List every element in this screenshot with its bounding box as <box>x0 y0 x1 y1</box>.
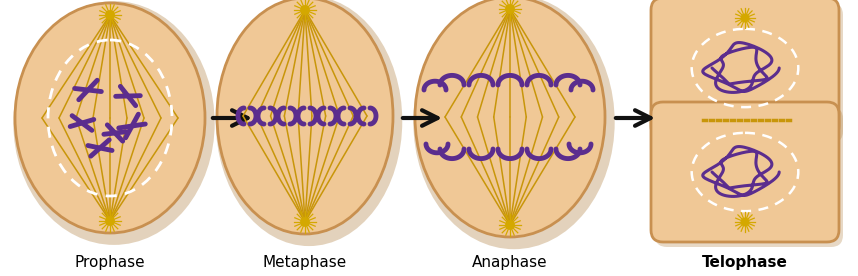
Text: Metaphase: Metaphase <box>263 255 347 270</box>
FancyBboxPatch shape <box>655 3 843 143</box>
FancyBboxPatch shape <box>655 107 843 247</box>
Text: Telophase: Telophase <box>702 255 788 270</box>
Ellipse shape <box>14 1 214 245</box>
Circle shape <box>301 6 309 14</box>
Circle shape <box>506 5 514 13</box>
FancyBboxPatch shape <box>651 102 839 242</box>
Ellipse shape <box>415 0 605 237</box>
Ellipse shape <box>15 3 205 233</box>
Circle shape <box>506 221 514 229</box>
Circle shape <box>741 14 749 22</box>
FancyBboxPatch shape <box>651 0 839 138</box>
Circle shape <box>741 218 749 226</box>
Ellipse shape <box>217 0 393 234</box>
Circle shape <box>106 217 114 225</box>
Text: Prophase: Prophase <box>75 255 145 270</box>
Ellipse shape <box>414 0 614 249</box>
Ellipse shape <box>215 0 402 246</box>
Circle shape <box>106 11 114 19</box>
Circle shape <box>301 218 309 226</box>
Text: Anaphase: Anaphase <box>472 255 547 270</box>
